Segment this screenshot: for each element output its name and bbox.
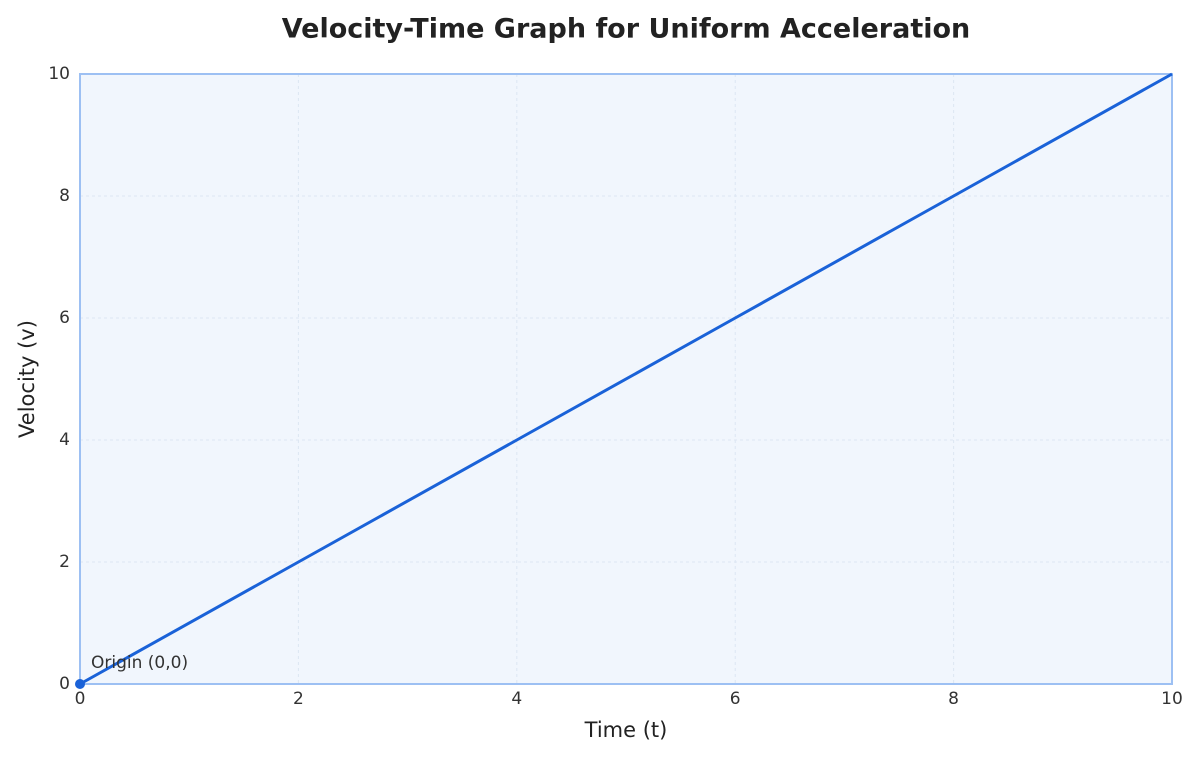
y-tick-label: 8 [59, 186, 70, 206]
annotation-point [75, 679, 85, 689]
x-axis-label: Time (t) [584, 718, 668, 742]
x-tick-label: 8 [948, 689, 959, 709]
plot-border [79, 73, 1173, 685]
data-line [79, 72, 1173, 686]
chart-title: Velocity-Time Graph for Uniform Accelera… [282, 14, 971, 45]
y-tick-label: 6 [59, 308, 70, 328]
annotation-text: Origin (0,0) [91, 653, 188, 673]
y-tick-label: 0 [59, 674, 70, 694]
x-tick-label: 0 [75, 689, 86, 709]
y-tick-label: 2 [59, 552, 70, 572]
x-tick-label: 4 [511, 689, 522, 709]
x-tick-label: 10 [1161, 689, 1183, 709]
x-tick-label: 2 [293, 689, 304, 709]
y-tick-label: 10 [48, 64, 70, 84]
y-tick-label: 4 [59, 430, 70, 450]
x-tick-label: 6 [730, 689, 741, 709]
y-axis-label: Velocity (v) [15, 320, 39, 438]
